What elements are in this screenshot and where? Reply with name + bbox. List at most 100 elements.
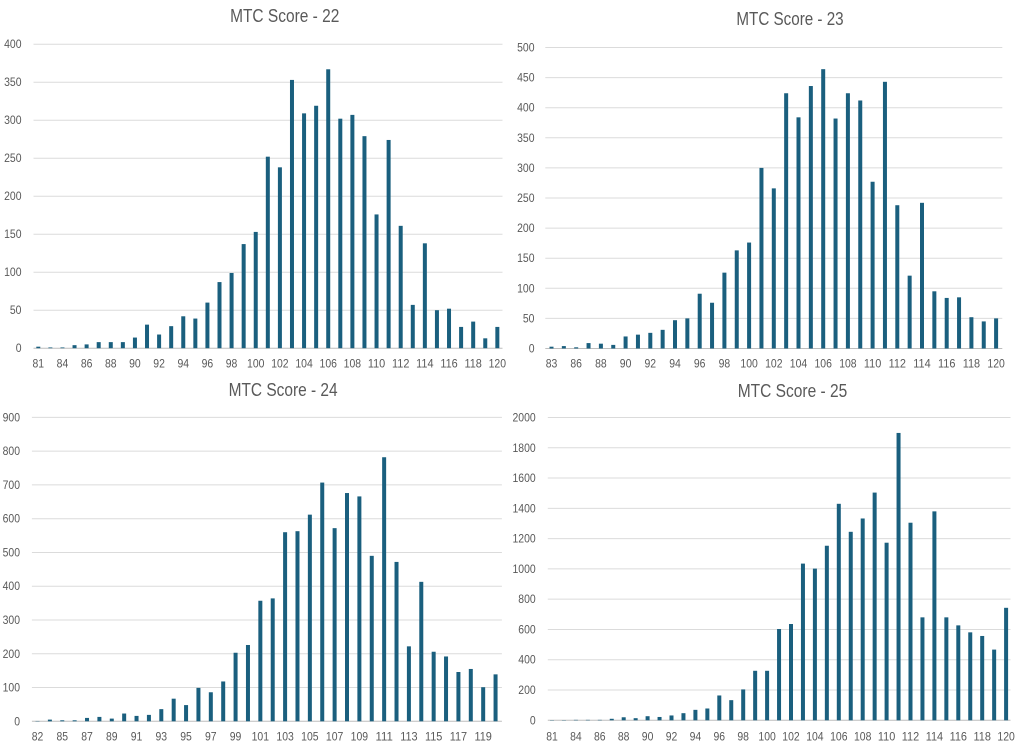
svg-text:800: 800 — [3, 445, 20, 458]
svg-text:0: 0 — [530, 714, 536, 727]
svg-text:106: 106 — [830, 731, 847, 744]
svg-text:86: 86 — [81, 358, 93, 371]
svg-text:700: 700 — [3, 479, 20, 492]
svg-text:97: 97 — [205, 731, 217, 744]
svg-text:94: 94 — [669, 358, 681, 371]
svg-text:450: 450 — [517, 72, 534, 85]
svg-text:87: 87 — [81, 731, 93, 744]
svg-text:112: 112 — [392, 358, 409, 371]
svg-text:118: 118 — [974, 731, 991, 744]
svg-text:100: 100 — [4, 266, 21, 279]
svg-text:98: 98 — [737, 731, 749, 744]
svg-text:MTC Score - 23: MTC Score - 23 — [736, 8, 843, 29]
svg-text:108: 108 — [854, 731, 871, 744]
svg-text:150: 150 — [4, 228, 21, 241]
svg-text:350: 350 — [4, 76, 21, 89]
svg-text:96: 96 — [694, 358, 706, 371]
svg-text:600: 600 — [3, 513, 20, 526]
svg-text:92: 92 — [153, 358, 165, 371]
svg-text:99: 99 — [230, 731, 242, 744]
svg-text:111: 111 — [375, 731, 392, 744]
svg-text:95: 95 — [180, 731, 192, 744]
svg-text:115: 115 — [425, 731, 442, 744]
svg-text:50: 50 — [10, 304, 22, 317]
svg-text:94: 94 — [177, 358, 189, 371]
svg-text:94: 94 — [690, 731, 702, 744]
svg-text:102: 102 — [782, 731, 799, 744]
svg-text:119: 119 — [474, 731, 491, 744]
svg-text:90: 90 — [620, 358, 632, 371]
svg-text:200: 200 — [3, 648, 20, 661]
svg-text:84: 84 — [57, 358, 69, 371]
svg-text:92: 92 — [666, 731, 678, 744]
svg-text:88: 88 — [105, 358, 117, 371]
svg-text:86: 86 — [570, 358, 582, 371]
svg-text:50: 50 — [523, 312, 535, 325]
svg-text:91: 91 — [131, 731, 143, 744]
svg-text:100: 100 — [758, 731, 775, 744]
svg-text:900: 900 — [3, 411, 20, 424]
svg-text:116: 116 — [440, 358, 457, 371]
svg-text:200: 200 — [4, 190, 21, 203]
svg-text:102: 102 — [765, 358, 782, 371]
svg-text:400: 400 — [518, 654, 535, 667]
svg-text:89: 89 — [106, 731, 118, 744]
svg-text:100: 100 — [3, 682, 20, 695]
svg-text:106: 106 — [320, 358, 337, 371]
svg-text:1600: 1600 — [513, 472, 536, 485]
svg-text:86: 86 — [594, 731, 606, 744]
svg-text:93: 93 — [156, 731, 168, 744]
svg-text:1000: 1000 — [513, 563, 536, 576]
svg-text:103: 103 — [276, 731, 293, 744]
svg-text:102: 102 — [271, 358, 288, 371]
svg-text:84: 84 — [570, 731, 582, 744]
svg-text:110: 110 — [864, 358, 881, 371]
svg-text:116: 116 — [950, 731, 967, 744]
svg-text:120: 120 — [489, 358, 506, 371]
svg-text:350: 350 — [517, 132, 534, 145]
svg-text:104: 104 — [806, 731, 824, 744]
svg-text:200: 200 — [517, 222, 534, 235]
svg-text:88: 88 — [618, 731, 630, 744]
svg-text:400: 400 — [3, 580, 20, 593]
svg-text:117: 117 — [450, 731, 467, 744]
svg-text:300: 300 — [4, 114, 21, 127]
svg-text:500: 500 — [3, 546, 20, 559]
svg-text:110: 110 — [878, 731, 895, 744]
svg-text:114: 114 — [416, 358, 434, 371]
svg-text:100: 100 — [517, 282, 534, 295]
svg-text:90: 90 — [642, 731, 654, 744]
svg-text:MTC Score - 25: MTC Score - 25 — [738, 380, 848, 401]
svg-text:90: 90 — [129, 358, 141, 371]
svg-text:114: 114 — [926, 731, 944, 744]
svg-text:116: 116 — [938, 358, 955, 371]
svg-text:150: 150 — [517, 252, 534, 265]
svg-text:98: 98 — [226, 358, 238, 371]
svg-text:0: 0 — [14, 715, 20, 728]
svg-text:112: 112 — [889, 358, 906, 371]
svg-text:MTC Score - 24: MTC Score - 24 — [229, 379, 338, 400]
svg-text:400: 400 — [4, 38, 21, 51]
svg-text:MTC Score - 22: MTC Score - 22 — [230, 5, 339, 26]
svg-text:100: 100 — [247, 358, 264, 371]
svg-text:120: 120 — [987, 358, 1004, 371]
svg-text:85: 85 — [56, 731, 68, 744]
svg-text:250: 250 — [517, 192, 534, 205]
svg-text:118: 118 — [464, 358, 481, 371]
svg-text:104: 104 — [790, 358, 808, 371]
svg-text:101: 101 — [252, 731, 269, 744]
svg-text:400: 400 — [517, 102, 534, 115]
svg-text:112: 112 — [902, 731, 919, 744]
svg-text:600: 600 — [518, 623, 535, 636]
svg-text:0: 0 — [529, 343, 535, 356]
svg-text:92: 92 — [645, 358, 657, 371]
svg-text:113: 113 — [400, 731, 417, 744]
svg-text:81: 81 — [546, 731, 558, 744]
svg-text:118: 118 — [963, 358, 980, 371]
svg-text:108: 108 — [839, 358, 856, 371]
svg-text:250: 250 — [4, 152, 21, 165]
svg-text:106: 106 — [815, 358, 832, 371]
svg-text:107: 107 — [326, 731, 343, 744]
svg-text:81: 81 — [33, 358, 45, 371]
svg-text:300: 300 — [517, 162, 534, 175]
